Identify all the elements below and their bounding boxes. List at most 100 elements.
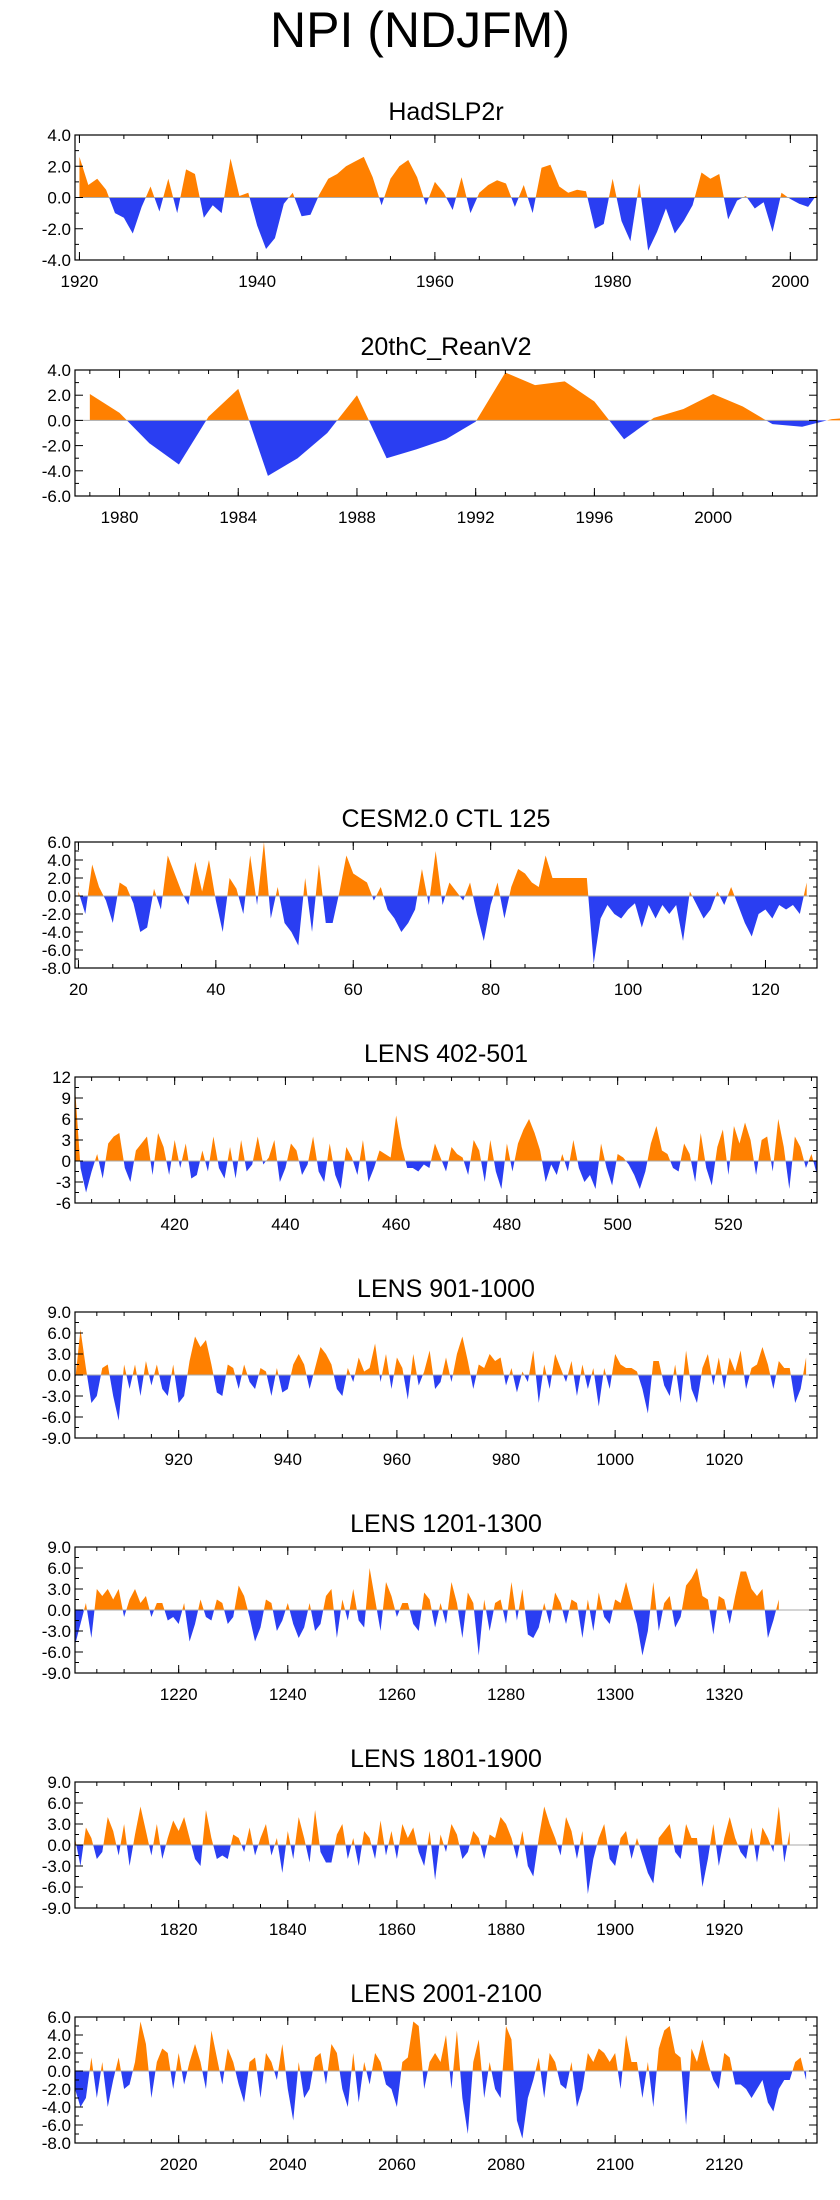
negative-area	[294, 197, 318, 217]
negative-area	[442, 1610, 448, 1624]
negative-area	[721, 1375, 727, 1389]
negative-area	[306, 1375, 314, 1389]
negative-area	[638, 2071, 647, 2098]
positive-area	[100, 2062, 104, 2071]
y-tick-label: -4.0	[42, 2098, 71, 2117]
negative-area	[790, 1375, 804, 1403]
negative-area	[656, 1610, 663, 1631]
positive-area	[586, 1599, 590, 1610]
positive-area	[382, 1582, 396, 1610]
negative-area	[345, 1845, 352, 1859]
positive-area	[297, 2062, 301, 2071]
positive-area	[288, 192, 295, 198]
negative-area	[272, 1610, 286, 1631]
negative-area	[332, 1161, 345, 1189]
negative-area	[130, 896, 153, 932]
positive-area	[612, 1582, 634, 1610]
negative-area	[716, 1845, 723, 1866]
negative-area	[673, 1845, 683, 1859]
negative-area	[803, 2071, 807, 2080]
x-tick-label: 2020	[160, 2155, 198, 2174]
panel-title: CESM2.0 CTL 125	[342, 805, 551, 833]
negative-area	[589, 1610, 597, 1631]
positive-area	[327, 2044, 340, 2071]
x-tick-label: 1992	[457, 508, 495, 527]
positive-area	[792, 1136, 805, 1161]
x-tick-label: 2060	[378, 2155, 416, 2174]
x-tick-label: 120	[751, 980, 779, 999]
x-tick-label: 1920	[705, 1920, 743, 1939]
y-tick-label: 2.0	[47, 386, 71, 405]
x-tick-label: 1984	[219, 508, 257, 527]
negative-area	[491, 2071, 503, 2098]
positive-area	[103, 1817, 117, 1845]
positive-area	[365, 1568, 377, 1610]
positive-area	[469, 1831, 481, 1845]
positive-area	[134, 1136, 151, 1161]
negative-area	[316, 1161, 328, 1182]
negative-area	[458, 1610, 466, 1638]
x-tick-label: 100	[614, 980, 642, 999]
positive-area	[126, 1589, 150, 1610]
positive-area	[637, 183, 642, 198]
negative-area	[382, 2071, 402, 2107]
positive-area	[585, 2048, 618, 2071]
positive-area	[384, 160, 424, 198]
negative-area	[203, 1610, 215, 1621]
x-tick-label: 1260	[378, 1685, 416, 1704]
negative-area	[563, 1375, 568, 1382]
y-tick-label: 9.0	[47, 1538, 71, 1557]
negative-area	[804, 1161, 809, 1168]
positive-area	[472, 2039, 482, 2071]
negative-area	[754, 1845, 760, 1863]
negative-area	[266, 1375, 276, 1396]
negative-area	[181, 2071, 188, 2085]
negative-area	[339, 2071, 352, 2107]
negative-area	[423, 197, 429, 206]
y-tick-label: 4.0	[47, 361, 71, 380]
negative-area	[574, 1845, 580, 1859]
negative-area	[661, 1375, 674, 1396]
negative-area	[513, 1375, 522, 1393]
x-tick-label: 1988	[338, 508, 376, 527]
negative-area	[770, 1845, 775, 1852]
negative-area	[672, 1610, 682, 1628]
negative-area	[788, 197, 815, 207]
positive-area	[359, 1140, 366, 1161]
y-tick-label: 0.0	[47, 1601, 71, 1620]
negative-area	[290, 1845, 296, 1859]
positive-area	[202, 1810, 214, 1845]
positive-area	[518, 185, 528, 198]
positive-area	[155, 2048, 171, 2071]
x-tick-label: 1860	[378, 1920, 416, 1939]
positive-area	[519, 1831, 525, 1845]
positive-area	[651, 1361, 662, 1375]
negative-area	[557, 1845, 563, 1856]
positive-area	[105, 1133, 124, 1161]
y-tick-label: 9	[62, 1089, 71, 1108]
x-tick-label: 20	[69, 980, 88, 999]
positive-area	[488, 2062, 492, 2071]
negative-area	[609, 420, 651, 440]
negative-area	[513, 1845, 520, 1859]
positive-area	[75, 1329, 87, 1375]
positive-area	[803, 882, 807, 896]
panel-1: HadSLP2r 4.0 2.0 0.0 -2.0 -4.0 1920 1940 1960 198…	[42, 98, 818, 291]
positive-area	[311, 1810, 320, 1845]
negative-area	[98, 1161, 106, 1179]
negative-area	[255, 896, 259, 905]
y-tick-label: 4.0	[47, 126, 71, 145]
negative-area	[486, 1610, 494, 1631]
positive-area	[376, 887, 384, 896]
negative-area	[352, 1161, 360, 1175]
positive-area	[439, 1834, 444, 1845]
positive-area	[132, 2021, 149, 2071]
negative-area	[249, 197, 289, 250]
negative-area	[366, 2071, 372, 2085]
positive-area	[275, 1368, 279, 1375]
negative-area	[109, 197, 146, 234]
negative-area	[422, 2071, 428, 2089]
positive-area	[258, 1824, 270, 1845]
x-tick-label: 1880	[487, 1920, 525, 1939]
positive-area	[470, 1140, 482, 1161]
